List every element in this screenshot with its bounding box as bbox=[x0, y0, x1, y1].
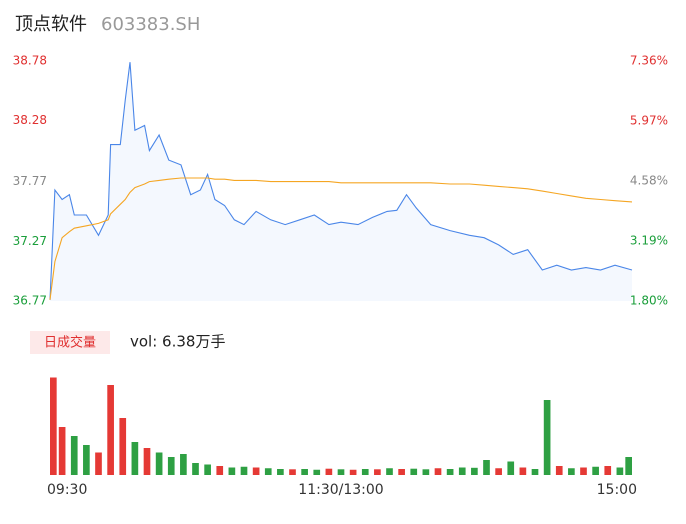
volume-bar bbox=[143, 448, 151, 475]
volume-bar bbox=[70, 436, 78, 475]
volume-bar bbox=[555, 466, 563, 475]
y-tick-label: 37.77 bbox=[13, 174, 47, 188]
volume-bar bbox=[289, 469, 296, 475]
volume-bar bbox=[252, 467, 260, 475]
volume-bar bbox=[531, 469, 539, 475]
y-tick-label: 38.78 bbox=[13, 54, 47, 68]
volume-bar bbox=[568, 468, 575, 475]
volume-bar bbox=[325, 468, 333, 475]
x-tick-label: 09:30 bbox=[47, 482, 87, 498]
volume-bar bbox=[155, 452, 163, 475]
volume-bar bbox=[167, 457, 175, 475]
y2-tick-label: 5.97% bbox=[630, 114, 668, 128]
y2-tick-label: 3.19% bbox=[630, 234, 668, 248]
price-line bbox=[49, 62, 633, 300]
volume-bar bbox=[616, 467, 624, 475]
volume-title: 日成交量 bbox=[44, 335, 96, 351]
volume-bar bbox=[483, 460, 490, 475]
volume-bar bbox=[446, 469, 454, 475]
volume-bar bbox=[58, 427, 66, 475]
volume-bar bbox=[50, 377, 57, 475]
volume-bar bbox=[434, 468, 442, 475]
stock-name: 顶点软件 bbox=[15, 14, 87, 35]
volume-bar bbox=[422, 469, 430, 475]
x-tick-label: 11:30/13:00 bbox=[298, 482, 383, 498]
y2-tick-label: 1.80% bbox=[630, 294, 668, 308]
volume-bar bbox=[216, 466, 224, 475]
volume-bar bbox=[507, 461, 515, 475]
y-tick-label: 36.77 bbox=[13, 294, 47, 308]
volume-bar bbox=[277, 469, 284, 475]
volume-bar bbox=[625, 457, 632, 475]
volume-bar bbox=[361, 469, 369, 475]
volume-bar bbox=[386, 468, 393, 475]
y2-tick-label: 4.58% bbox=[630, 174, 668, 188]
volume-bar bbox=[495, 468, 502, 475]
stock-code: 603383.SH bbox=[101, 14, 200, 35]
volume-bar bbox=[264, 468, 272, 475]
volume-label-box bbox=[30, 331, 110, 354]
volume-bar bbox=[180, 454, 187, 475]
volume-bar bbox=[301, 469, 308, 475]
volume-bar bbox=[313, 469, 321, 475]
volume-bar bbox=[204, 464, 211, 475]
y2-tick-label: 7.36% bbox=[630, 54, 668, 68]
volume-bar bbox=[592, 466, 599, 475]
volume-bar bbox=[580, 467, 587, 475]
volume-bar bbox=[519, 467, 527, 475]
volume-bar bbox=[83, 445, 90, 475]
volume-bar bbox=[458, 467, 466, 475]
volume-bar bbox=[192, 463, 199, 475]
volume-bar bbox=[398, 469, 405, 475]
volume-bar bbox=[604, 466, 612, 475]
volume-bar bbox=[471, 467, 478, 475]
volume-bar bbox=[374, 469, 381, 475]
volume-bar bbox=[131, 442, 139, 475]
volume-bar bbox=[410, 468, 418, 475]
volume-bar bbox=[349, 469, 357, 475]
price-area bbox=[50, 62, 632, 302]
y-tick-label: 38.28 bbox=[13, 113, 47, 127]
volume-bar bbox=[228, 467, 236, 475]
volume-bar bbox=[95, 452, 102, 475]
volume-total: vol: 6.38万手 bbox=[130, 333, 225, 351]
average-line bbox=[49, 177, 633, 300]
volume-bar bbox=[119, 418, 127, 475]
volume-bar bbox=[543, 400, 551, 475]
volume-bar bbox=[107, 385, 114, 475]
x-tick-label: 15:00 bbox=[597, 482, 637, 498]
volume-bar bbox=[337, 469, 345, 475]
y-tick-label: 37.27 bbox=[13, 234, 47, 248]
volume-bar bbox=[240, 466, 248, 475]
